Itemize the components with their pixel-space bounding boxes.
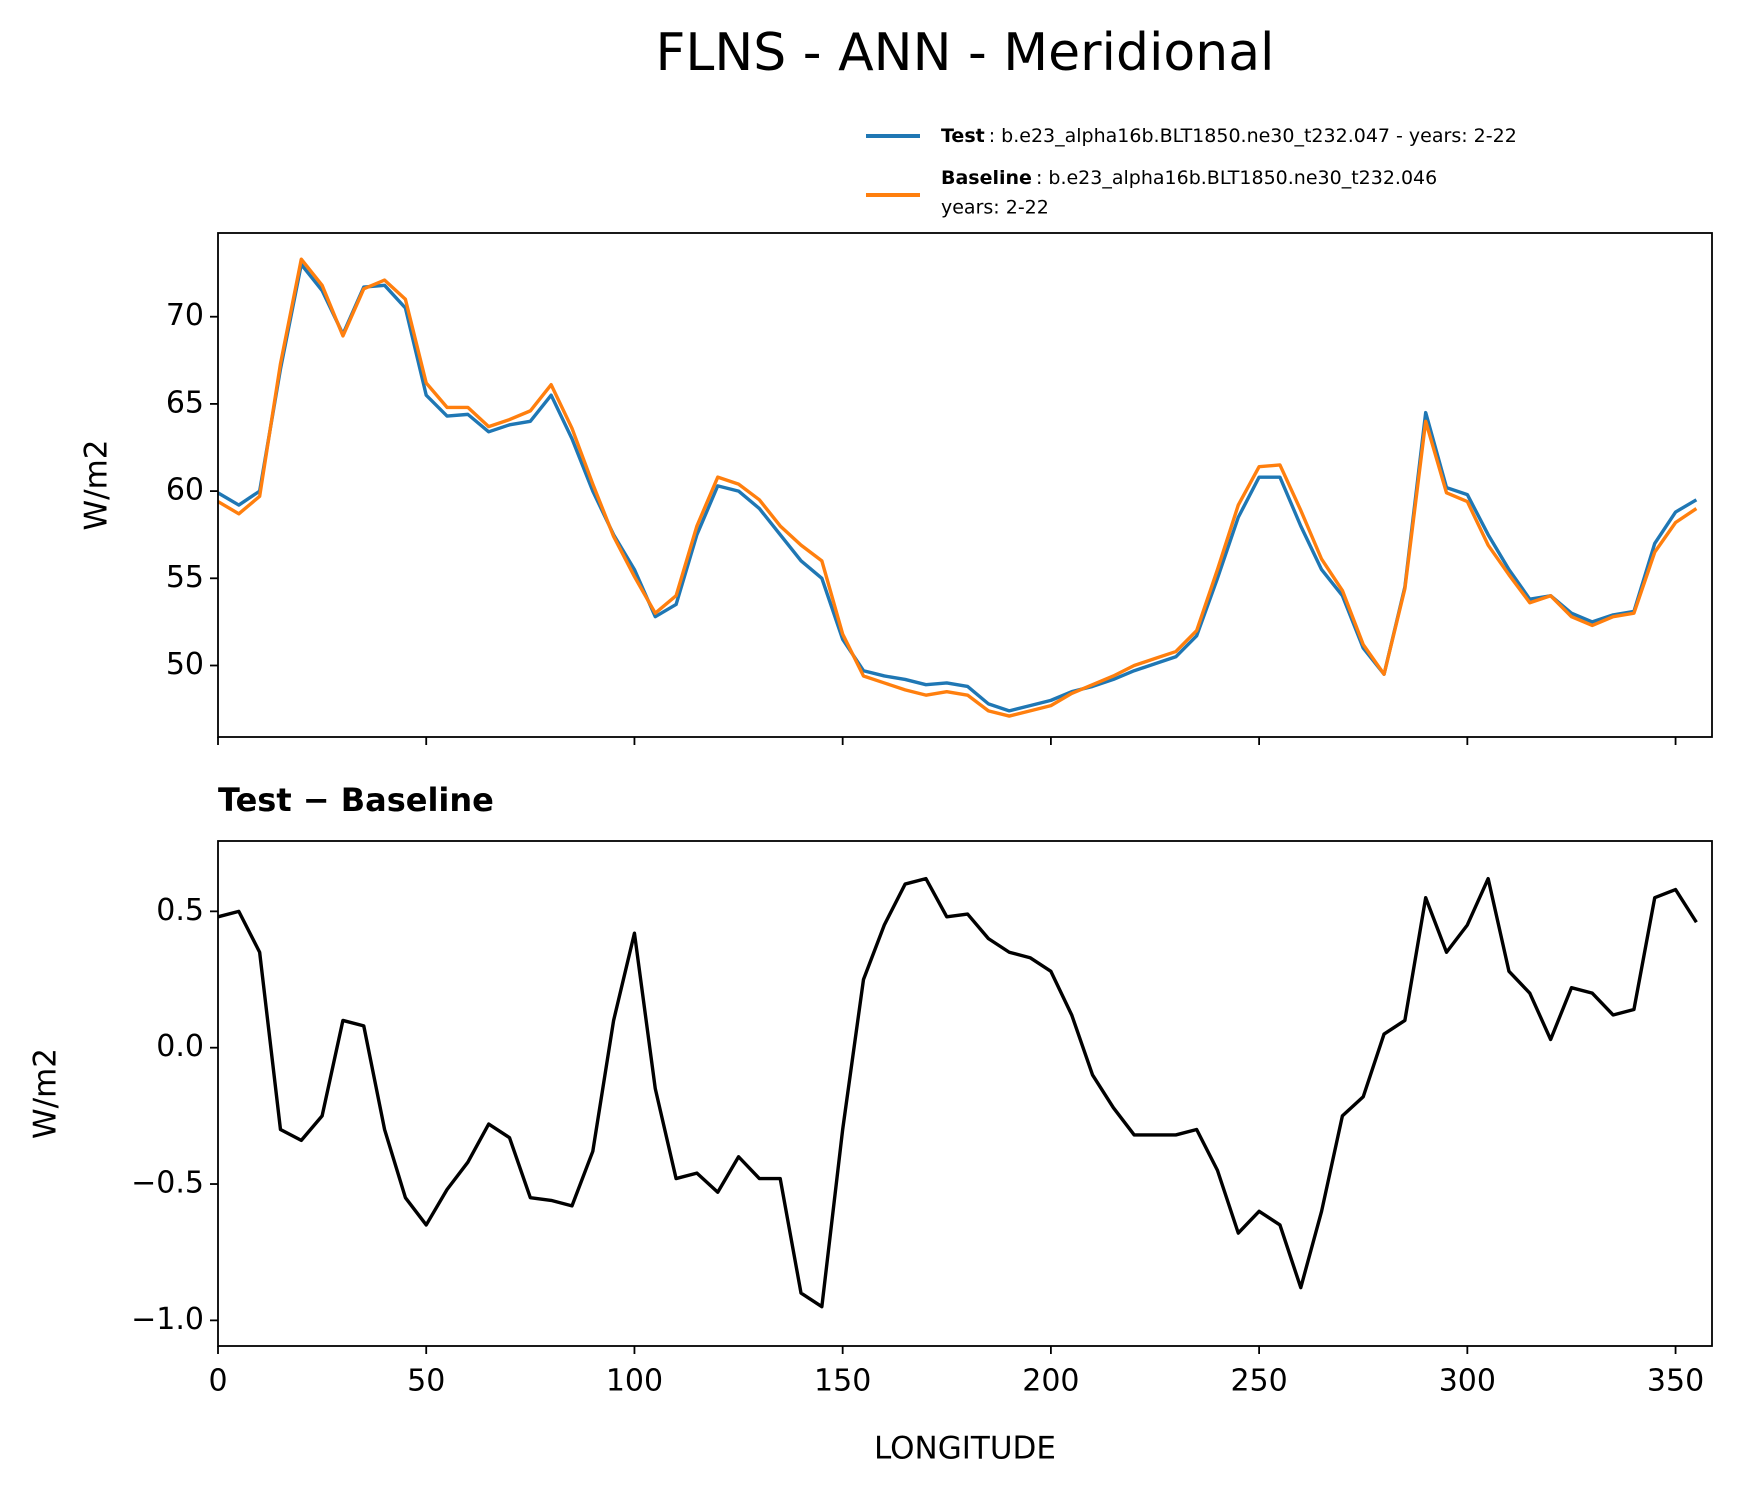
y-tick-label: 0.5 [156,893,204,928]
y-tick-label: 60 [166,473,204,508]
x-tick-label: 50 [407,1364,445,1399]
y-axis-label: W/m2 [28,1048,64,1139]
y-tick-label: 65 [166,385,204,420]
x-tick-label: 100 [606,1364,663,1399]
legend-entry: Test: b.e23_alpha16b.BLT1850.ne30_t232.0… [941,125,1517,147]
legend-description: years: 2-22 [941,197,1049,219]
legend-entry: Baseline: b.e23_alpha16b.BLT1850.ne30_t2… [941,167,1437,189]
y-tick-label: 70 [166,298,204,333]
legend-description: : b.e23_alpha16b.BLT1850.ne30_t232.047 -… [989,125,1517,147]
x-tick-label: 200 [1022,1364,1079,1399]
x-tick-label: 250 [1230,1364,1287,1399]
series-line [217,262,1698,713]
x-tick-label: 0 [208,1364,227,1399]
series-line [217,257,1698,718]
y-tick-label: 50 [166,647,204,682]
figure-title: FLNS - ANN - Meridional [655,23,1274,83]
subplot-title: Test − Baseline [218,781,494,819]
x-tick-label: 150 [814,1364,871,1399]
x-tick-label: 300 [1439,1364,1496,1399]
x-tick-label: 350 [1647,1364,1704,1399]
y-tick-label: 55 [166,560,204,595]
y-tick-label: −1.0 [131,1302,204,1337]
y-axis-label: W/m2 [79,439,115,530]
y-tick-label: 0.0 [156,1029,204,1064]
legend-name: Test [941,125,985,147]
axes-frame [217,232,1713,738]
axes-frame [217,840,1713,1347]
legend-name: Baseline [941,167,1032,189]
y-tick-label: −0.5 [131,1166,204,1201]
x-axis-label: LONGITUDE [874,1431,1056,1467]
series-line [217,876,1698,1309]
legend-description: : b.e23_alpha16b.BLT1850.ne30_t232.046 [1036,167,1437,189]
